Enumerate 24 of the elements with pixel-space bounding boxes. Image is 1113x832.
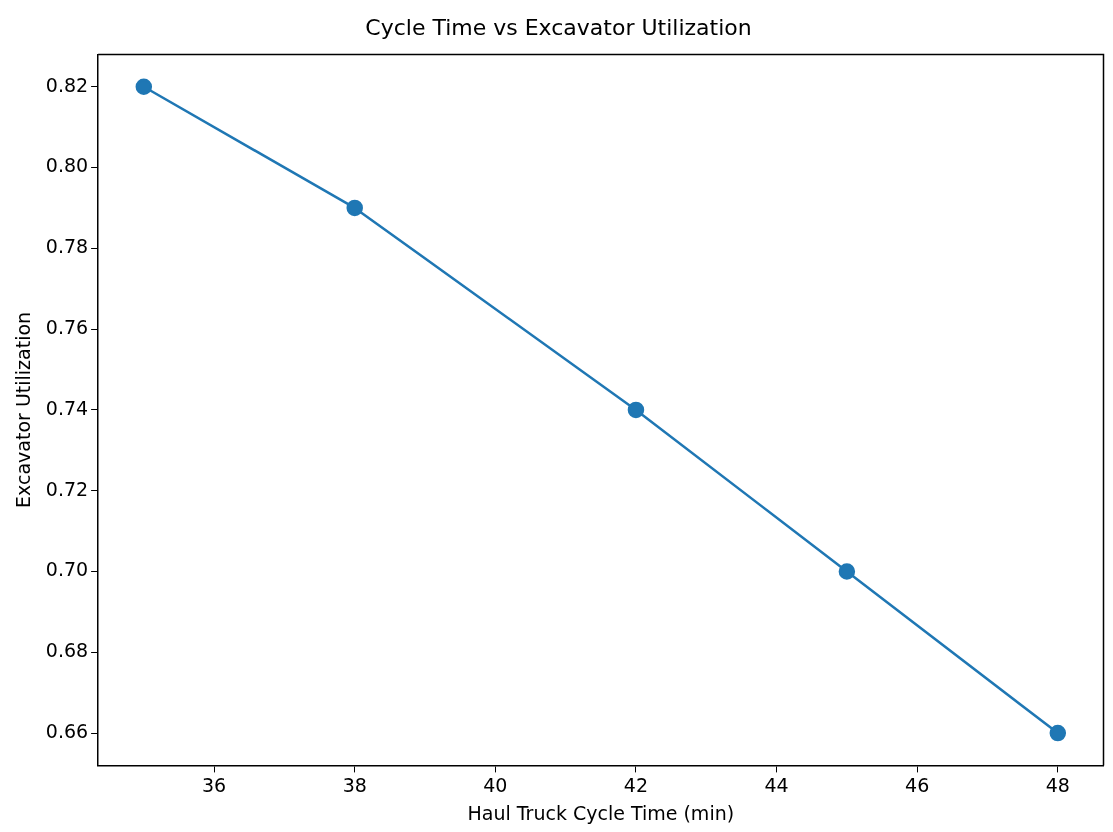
point [346, 199, 363, 217]
y-tick-label: 0.78 [45, 235, 89, 258]
x-axis-title: Haul Truck Cycle Time (min) [467, 801, 735, 824]
x-tick-label: 40 [483, 773, 508, 796]
x-tick-label: 42 [623, 773, 649, 796]
point [838, 563, 856, 580]
y-axis-title: Excavator Utilization [12, 311, 35, 508]
y-tick-label: 0.82 [45, 73, 89, 96]
y-tick-label: 0.66 [45, 720, 89, 743]
x-tick-label: 36 [202, 773, 227, 796]
y-tick-label: 0.70 [45, 558, 89, 581]
point [627, 401, 645, 419]
x-tick-label: 38 [342, 773, 367, 796]
y-tick-label: 0.68 [45, 639, 89, 662]
y-tick-label: 0.74 [45, 396, 89, 419]
point [1049, 724, 1067, 742]
point [135, 78, 153, 95]
x-tick-label: 46 [905, 773, 930, 796]
y-tick-label: 0.80 [45, 154, 89, 177]
y-tick-label: 0.72 [45, 477, 89, 500]
x-tick-label: 44 [764, 773, 789, 796]
y-tick-label: 0.76 [45, 316, 89, 339]
x-tick-label: 48 [1045, 773, 1070, 796]
chart-title: Cycle Time vs Excavator Utilization [365, 14, 752, 40]
